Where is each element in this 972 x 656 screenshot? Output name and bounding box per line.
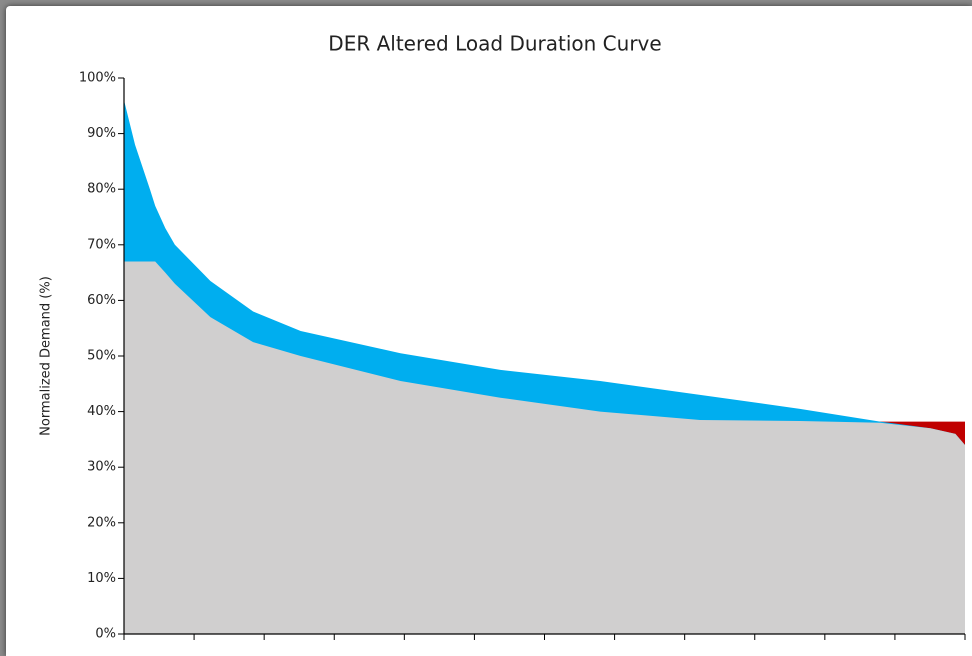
- y-tick-label: 20%: [87, 515, 116, 530]
- y-tick-label: 70%: [87, 237, 116, 252]
- y-tick-label: 60%: [87, 293, 116, 308]
- y-axis-title: Normalized Demand (%): [39, 276, 54, 436]
- y-tick-label: 40%: [87, 404, 116, 419]
- y-tick-label: 100%: [79, 71, 116, 86]
- y-tick-label: 90%: [87, 126, 116, 141]
- y-tick-label: 30%: [87, 460, 116, 475]
- area: [124, 261, 965, 634]
- y-tick-label: 10%: [87, 571, 116, 586]
- chart-title: DER Altered Load Duration Curve: [328, 32, 661, 56]
- y-tick-label: 80%: [87, 182, 116, 197]
- y-tick-label: 0%: [95, 627, 116, 642]
- y-tick-label: 50%: [87, 349, 116, 364]
